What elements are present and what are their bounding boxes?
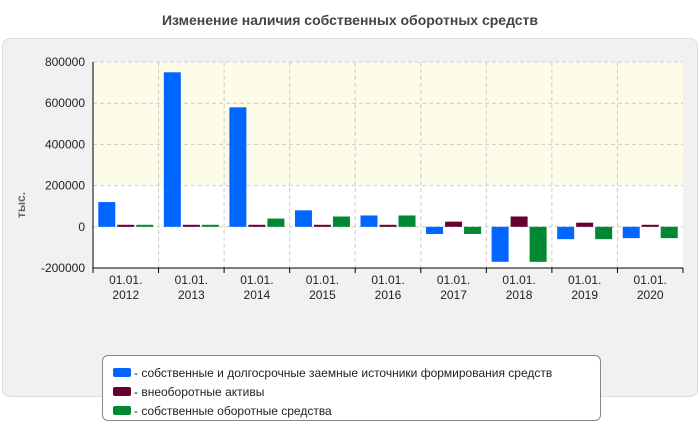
bar-series-1 xyxy=(360,215,378,227)
bar-series-1 xyxy=(163,72,181,227)
bar-series-1 xyxy=(426,226,444,235)
bar-series-2 xyxy=(576,222,594,227)
x-tick-label: 2017 xyxy=(440,288,467,302)
bar-series-3 xyxy=(332,216,350,227)
bar-series-2 xyxy=(182,224,200,227)
bar-series-3 xyxy=(136,224,154,227)
x-tick-label: 01.01. xyxy=(175,273,208,287)
x-tick-label: 01.01. xyxy=(371,273,404,287)
legend-swatch xyxy=(113,406,131,415)
y-tick-label: -200000 xyxy=(41,261,85,275)
legend-label: - собственные оборотные средства xyxy=(134,403,332,418)
chart-title: Изменение наличия собственных оборотных … xyxy=(161,12,539,28)
legend-label: - собственные и долгосрочные заемные ист… xyxy=(134,365,553,380)
x-tick-label: 2012 xyxy=(112,288,139,302)
x-tick-label: 2015 xyxy=(309,288,336,302)
y-tick-label: 0 xyxy=(78,220,85,234)
x-tick-label: 2014 xyxy=(244,288,271,302)
legend-label: - внеоборотные активы xyxy=(134,384,265,399)
chart-panel: тыс. 800000 600000 400000 200000 0 -200000 01.… xyxy=(2,38,698,421)
legend-item: - собственные и долгосрочные заемные ист… xyxy=(113,363,600,382)
bar-series-3 xyxy=(660,226,678,239)
bar-series-3 xyxy=(201,224,219,227)
legend-swatch xyxy=(113,387,131,396)
bar-series-3 xyxy=(267,218,285,227)
x-tick-label: 01.01. xyxy=(437,273,470,287)
bar-series-2 xyxy=(641,224,659,227)
y-tick-label: 600000 xyxy=(45,96,85,110)
x-tick-label: 2019 xyxy=(571,288,598,302)
bar-series-1 xyxy=(229,107,247,227)
chart-legend: - собственные и долгосрочные заемные ист… xyxy=(102,355,601,421)
bar-series-3 xyxy=(464,226,482,235)
x-tick-label: 2013 xyxy=(178,288,205,302)
bar-series-2 xyxy=(379,224,397,227)
y-tick-label: 800000 xyxy=(45,55,85,69)
legend-item: - собственные оборотные средства xyxy=(113,401,600,420)
bar-series-3 xyxy=(595,226,613,240)
bar-series-2 xyxy=(117,224,135,227)
bar-series-1 xyxy=(491,226,509,262)
x-tick-label: 01.01. xyxy=(109,273,142,287)
x-tick-label: 2020 xyxy=(637,288,664,302)
bar-series-1 xyxy=(294,210,312,227)
bar-series-3 xyxy=(398,215,416,227)
plot-band xyxy=(93,62,683,186)
bar-series-3 xyxy=(529,226,547,262)
y-tick-label: 400000 xyxy=(45,137,85,151)
legend-swatch xyxy=(113,368,131,377)
x-tick-label: 01.01. xyxy=(568,273,601,287)
y-tick-label: 200000 xyxy=(45,179,85,193)
legend-item: - внеоборотные активы xyxy=(113,382,600,401)
bar-series-2 xyxy=(248,224,266,227)
x-tick-label: 01.01. xyxy=(240,273,273,287)
x-tick-label: 01.01. xyxy=(306,273,339,287)
x-tick-label: 2018 xyxy=(506,288,533,302)
bar-series-1 xyxy=(557,226,575,240)
x-tick-label: 01.01. xyxy=(634,273,667,287)
bar-chart: 8000006000004000002000000-20000001.01.20… xyxy=(41,55,684,302)
bar-series-1 xyxy=(622,226,640,239)
x-tick-label: 2016 xyxy=(375,288,402,302)
bar-series-2 xyxy=(510,216,528,227)
bar-series-1 xyxy=(98,202,116,227)
bar-series-2 xyxy=(445,221,463,227)
x-tick-label: 01.01. xyxy=(502,273,535,287)
bar-series-2 xyxy=(313,224,331,227)
